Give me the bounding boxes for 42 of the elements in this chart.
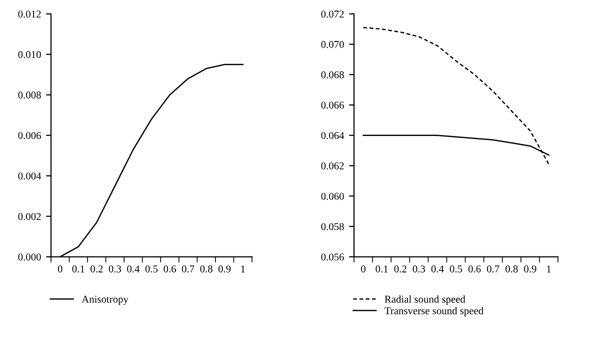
x-tick-label: 0.1 xyxy=(72,265,84,272)
x-tick-label: 0 xyxy=(58,265,62,272)
y-tick-label: 0.072 xyxy=(321,10,344,18)
legend-label: Anisotropy xyxy=(82,296,128,305)
y-tick-label: 0.010 xyxy=(18,51,41,58)
y-tick-label: 0.064 xyxy=(321,132,344,140)
x-tick-label: 0.2 xyxy=(90,265,103,272)
y-tick-label: 0.062 xyxy=(321,162,344,170)
x-tick-label: 0.3 xyxy=(412,265,426,272)
x-tick-label: 0.9 xyxy=(218,265,231,272)
x-tick-label: 0.8 xyxy=(506,265,518,272)
y-tick-label: 0.002 xyxy=(18,212,41,220)
x-tick-label: 0.9 xyxy=(524,265,536,272)
x-tick-label: 0.7 xyxy=(182,265,194,272)
legend-label: Radial sound speed xyxy=(384,295,466,305)
y-tick-label: 0.068 xyxy=(321,71,344,78)
x-tick-label: 0.5 xyxy=(450,265,462,272)
x-tick-label: 0.5 xyxy=(145,265,158,272)
y-tick-label: 0.070 xyxy=(321,40,344,48)
y-tick-label: 0.000 xyxy=(18,253,41,261)
x-tick-label: 0.8 xyxy=(200,265,212,272)
y-tick-label: 0.060 xyxy=(321,192,344,200)
x-tick-label: 0.2 xyxy=(394,265,406,272)
x-tick-label: 1 xyxy=(547,265,551,272)
y-tick-label: 0.008 xyxy=(18,92,41,99)
y-tick-label: 0.056 xyxy=(321,253,344,261)
x-tick-label: 0.7 xyxy=(486,265,500,272)
y-tick-label: 0.004 xyxy=(18,172,42,180)
x-tick-label: 1 xyxy=(241,265,245,272)
x-tick-label: 0.4 xyxy=(431,265,444,272)
y-tick-label: 0.058 xyxy=(321,223,344,230)
line-series xyxy=(362,26,550,165)
y-tick-label: 0.066 xyxy=(321,102,344,109)
x-tick-label: 0.1 xyxy=(376,265,388,272)
legend-label: Transverse sound speed xyxy=(384,306,484,316)
x-tick-label: 0.6 xyxy=(164,265,176,272)
y-tick-label: 0.012 xyxy=(18,10,41,18)
x-tick-label: 0.3 xyxy=(108,265,122,272)
x-tick-label: 0.6 xyxy=(468,265,481,272)
x-tick-label: 0 xyxy=(361,265,366,272)
y-tick-label: 0.006 xyxy=(18,132,41,140)
x-tick-label: 0.4 xyxy=(127,265,140,272)
